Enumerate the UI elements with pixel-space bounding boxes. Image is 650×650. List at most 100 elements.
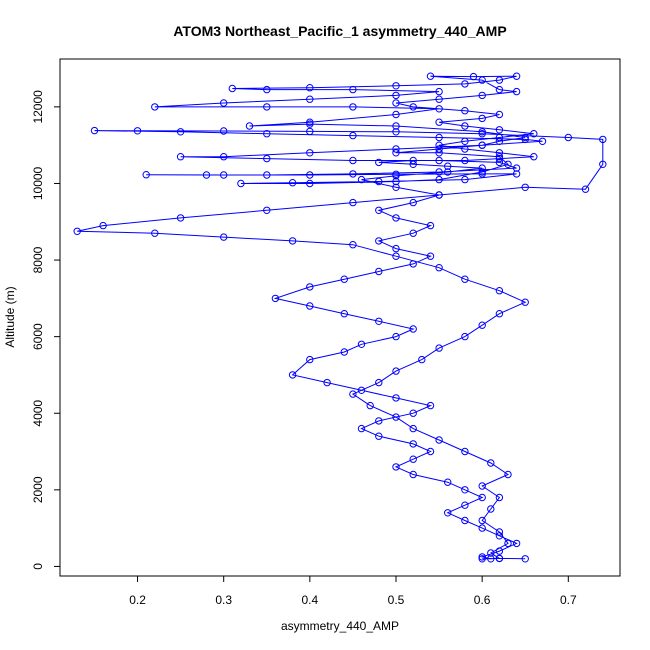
data-point <box>495 153 504 161</box>
data-point <box>409 156 417 165</box>
data-point <box>375 317 383 325</box>
data-point <box>435 344 443 352</box>
data-point <box>564 133 572 142</box>
data-point <box>409 260 417 268</box>
data-point <box>357 386 366 394</box>
data-point <box>487 549 495 557</box>
data-point <box>220 127 228 135</box>
data-point <box>521 183 529 192</box>
data-point <box>435 264 443 272</box>
data-point <box>461 516 469 525</box>
data-point <box>435 168 443 176</box>
data-point <box>512 87 521 96</box>
data-point <box>99 221 107 230</box>
data-point <box>340 348 348 356</box>
data-point <box>487 505 495 513</box>
data-point <box>461 80 469 88</box>
data-point <box>478 76 486 84</box>
data-point <box>245 122 254 130</box>
data-point <box>495 532 504 540</box>
data-point <box>375 237 383 245</box>
x-tick-label: 0.6 <box>474 593 491 607</box>
data-point <box>375 267 383 276</box>
data-point <box>392 252 400 260</box>
data-point <box>176 153 185 161</box>
data-point <box>435 95 443 103</box>
data-point <box>202 171 211 179</box>
data-point <box>392 82 400 90</box>
x-tick-label: 0.2 <box>129 593 146 607</box>
data-point <box>288 371 297 379</box>
data-point <box>461 137 469 146</box>
data-point <box>271 294 280 303</box>
data-point <box>435 149 443 157</box>
data-point <box>220 99 228 107</box>
data-point <box>426 447 435 456</box>
data-point <box>90 126 99 135</box>
data-point <box>237 179 245 188</box>
data-point <box>512 72 521 80</box>
data-point <box>228 84 237 93</box>
data-point <box>306 120 314 128</box>
data-point <box>426 401 435 410</box>
y-tick-label: 10000 <box>31 166 45 200</box>
data-point <box>392 367 400 375</box>
data-point <box>151 103 159 111</box>
x-tick-label: 0.5 <box>388 593 405 607</box>
data-point <box>599 160 607 169</box>
data-point <box>357 424 366 433</box>
series-line <box>77 75 604 560</box>
data-point <box>461 122 469 130</box>
data-point <box>375 432 383 440</box>
data-point <box>349 390 357 398</box>
data-point <box>375 206 383 215</box>
data-point <box>435 87 443 96</box>
data-point <box>220 233 228 241</box>
data-point <box>495 137 504 146</box>
data-point <box>409 198 417 207</box>
data-point <box>349 131 357 140</box>
y-axis: 0 2000 4000 6000 8000 10000 12000 <box>31 90 60 570</box>
data-point <box>306 95 314 103</box>
data-point <box>521 135 529 144</box>
data-point <box>461 332 469 341</box>
data-point <box>512 170 521 178</box>
data-point <box>323 378 331 387</box>
data-point <box>435 145 443 153</box>
data-point <box>478 168 486 176</box>
data-point <box>461 447 469 456</box>
data-point <box>461 156 469 165</box>
data-point <box>375 177 383 186</box>
x-tick-label: 0.7 <box>560 593 577 607</box>
data-point <box>392 394 400 402</box>
data-point <box>392 122 400 130</box>
data-point <box>409 229 417 237</box>
data-point <box>349 198 357 207</box>
data-point <box>461 501 469 509</box>
data-point <box>504 470 512 479</box>
data-point <box>220 153 228 161</box>
data-point <box>435 105 443 113</box>
data-point <box>392 214 400 222</box>
data-point <box>263 103 271 111</box>
chart-title: ATOM3 Northeast_Pacific_1 asymmetry_440_… <box>173 23 506 39</box>
x-axis-label: asymmetry_440_AMP <box>281 619 399 633</box>
data-point <box>478 130 486 138</box>
data-point <box>461 486 469 494</box>
data-point <box>306 118 314 126</box>
data-point <box>487 459 495 467</box>
data-point <box>409 424 417 433</box>
x-tick-label: 0.4 <box>302 593 319 607</box>
data-point <box>530 153 538 161</box>
data-point <box>409 160 417 169</box>
data-point <box>349 170 357 178</box>
data-point <box>409 440 417 448</box>
data-point <box>487 555 495 563</box>
data-point <box>409 455 417 463</box>
data-point <box>504 160 512 169</box>
data-point <box>392 149 400 157</box>
data-point <box>478 516 486 525</box>
data-point <box>392 413 400 421</box>
